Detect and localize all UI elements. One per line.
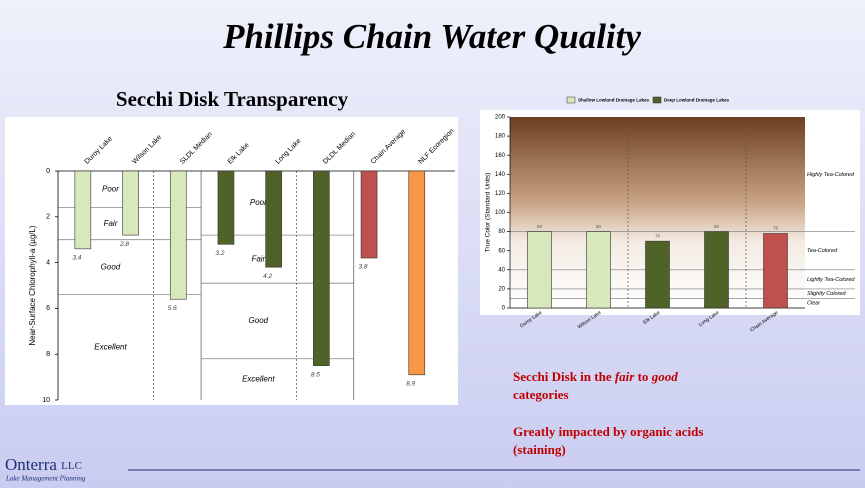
y-tick-label: 160 — [495, 153, 506, 159]
note: Greatly impacted by organic acids — [513, 424, 703, 439]
value-label: 80 — [596, 224, 602, 229]
zone-label: Fair — [251, 254, 265, 263]
value-label: 3.8 — [359, 264, 368, 271]
bar — [763, 233, 788, 309]
y-tick-label: 8 — [46, 351, 50, 358]
bar — [360, 170, 378, 259]
y-tick-label: 100 — [495, 210, 506, 216]
chart-panel — [5, 117, 458, 405]
logo-tagline: Lake Management Planning — [5, 475, 86, 483]
subtitle: Secchi Disk Transparency — [116, 87, 349, 111]
value-label: 78 — [773, 226, 779, 231]
y-tick-label: 120 — [495, 191, 506, 197]
legend-swatch — [652, 96, 662, 104]
logo: Onterra LLC — [5, 455, 82, 474]
bar — [313, 170, 330, 366]
bar — [586, 231, 611, 309]
zone-label: Good — [249, 316, 269, 325]
value-label: 4.2 — [263, 273, 272, 280]
value-label: 3.2 — [215, 250, 224, 257]
zone-label: Highly Tea-Colored — [807, 172, 855, 178]
zone-label: Slightly Colored — [807, 291, 846, 297]
zone-label: Excellent — [94, 342, 127, 351]
note: Secchi Disk in the fair to good — [513, 369, 678, 384]
y-tick-label: 6 — [46, 305, 50, 312]
note: (staining) — [513, 442, 566, 457]
bar — [169, 170, 187, 300]
bar — [217, 170, 235, 245]
value-label: 8.5 — [311, 371, 320, 378]
y-tick-label: 80 — [498, 229, 505, 235]
y-tick-label: 0 — [502, 306, 506, 312]
bar — [645, 240, 670, 309]
zone-label: Poor — [250, 198, 267, 207]
y-tick-label: 40 — [498, 267, 505, 273]
note: categories — [513, 387, 569, 402]
bar — [74, 170, 92, 250]
legend-swatch — [566, 96, 576, 104]
value-label: 5.6 — [168, 305, 177, 312]
bar — [527, 231, 552, 309]
zone-label: Excellent — [242, 374, 275, 383]
legend-label: Deep Lowland Drainage Lakes — [664, 98, 730, 103]
value-label: 2.8 — [119, 241, 129, 248]
value-label: 80 — [537, 224, 543, 229]
zone-label: Fair — [104, 219, 118, 228]
y-tick-label: 2 — [46, 214, 50, 221]
zone-label: Lightly Tea-Colored — [807, 277, 855, 283]
bar — [122, 170, 139, 236]
slide-title: Phillips Chain Water Quality — [222, 17, 641, 56]
value-label: 8.9 — [406, 381, 415, 388]
zone-label: Clear — [807, 301, 821, 307]
y-tick-label: 200 — [495, 115, 506, 121]
y-tick-label: 140 — [495, 172, 506, 178]
y-tick-label: 20 — [498, 286, 505, 292]
y-tick-label: 180 — [495, 134, 506, 140]
zone-label: Tea-Colored — [807, 248, 838, 254]
y-tick-label: 10 — [42, 397, 50, 404]
y-tick-label: 4 — [46, 259, 50, 266]
y-tick-label: 0 — [46, 168, 50, 175]
value-label: 3.4 — [72, 255, 81, 262]
zone-label: Good — [101, 262, 121, 271]
value-label: 80 — [714, 224, 720, 229]
y-axis-label: Near-Surface Chlorophyll-a (µg/L) — [28, 225, 37, 346]
bar — [408, 170, 426, 376]
legend-label: Shallow Lowland Drainage Lakes — [578, 98, 650, 103]
bar — [265, 170, 282, 268]
bar — [704, 231, 729, 309]
value-label: 70 — [655, 233, 661, 238]
zone-label: Poor — [102, 184, 119, 193]
y-axis-label: True Color (Standard Units) — [485, 173, 492, 253]
y-tick-label: 60 — [498, 248, 505, 254]
